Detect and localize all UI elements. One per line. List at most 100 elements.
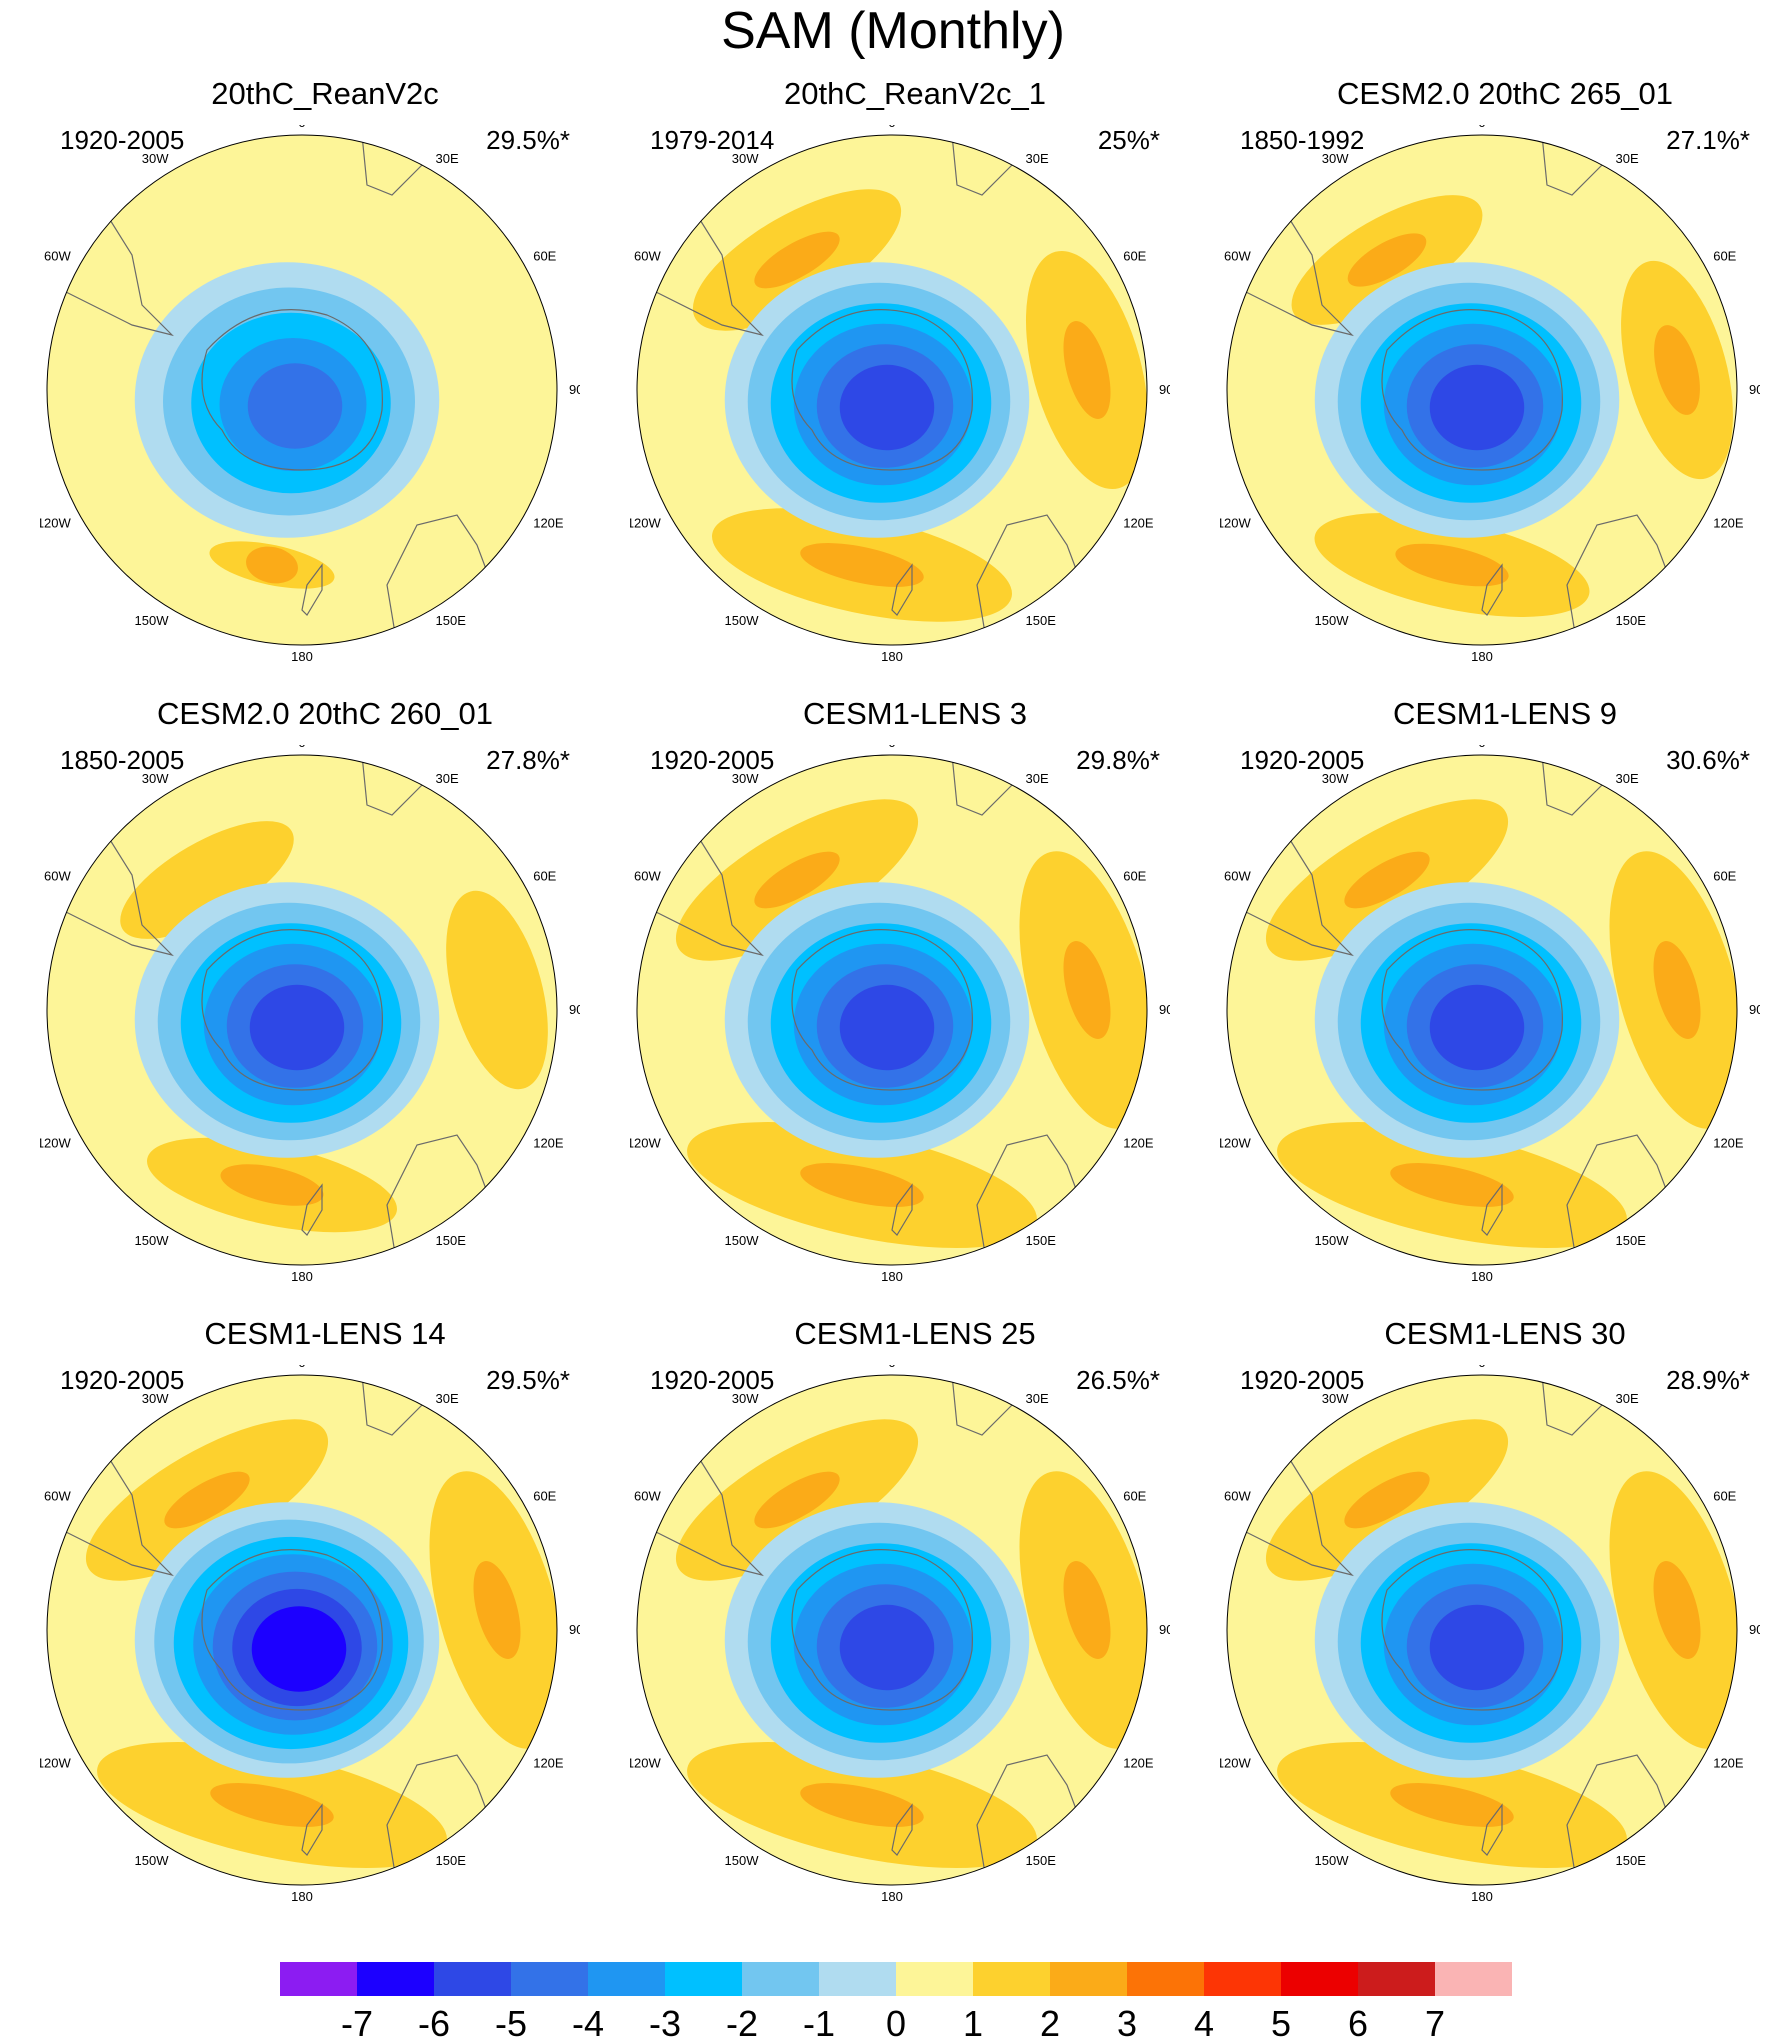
panel-title: CESM2.0 20thC 260_01 <box>156 696 494 731</box>
map-border <box>1226 1374 1738 1886</box>
polar-map: 030E60E90E120E150E180150W120W90W60W30W <box>1220 745 1760 1284</box>
longitude-label: 60E <box>533 1489 556 1504</box>
contour-positive-core <box>1390 1163 1514 1207</box>
antarctica-coastline <box>1381 929 1563 1091</box>
map-border <box>1226 134 1738 646</box>
longitude-label: 0 <box>298 125 305 130</box>
longitude-label: 60W <box>44 249 71 264</box>
contour-positive-core <box>1395 543 1509 587</box>
colorbar-tick-label: 0 <box>886 2003 906 2040</box>
longitude-label: 60E <box>1713 249 1736 264</box>
polar-map: 030E60E90E120E150E180150W120W90W60W30W <box>630 125 1170 664</box>
panel-period: 1920-2005 <box>1240 1365 1365 1395</box>
polar-map: 030E60E90E120E150E180150W120W90W60W30W <box>1220 1365 1760 1904</box>
colorbar-tick-label: -4 <box>572 2003 604 2040</box>
longitude-label: 30E <box>1616 771 1639 786</box>
polar-map: 030E60E90E120E150E180150W120W90W60W30W <box>40 745 580 1284</box>
longitude-label: 60E <box>533 869 556 884</box>
longitude-label: 0 <box>888 125 895 130</box>
panel-title: CESM1-LENS 3 <box>803 696 1027 731</box>
colorbar-swatch <box>511 1962 588 1996</box>
panel-variance: 26.5%* <box>1076 1365 1160 1395</box>
south-america-coastline <box>651 1454 764 1577</box>
longitude-label: 150E <box>1026 1233 1057 1248</box>
longitude-label: 30E <box>436 771 459 786</box>
longitude-label: 30W <box>142 151 169 166</box>
south-america-coastline <box>651 214 764 337</box>
panel-period: 1920-2005 <box>60 1365 185 1395</box>
longitude-label: 0 <box>888 745 895 750</box>
longitude-label: 90E <box>569 382 580 397</box>
colorbar-tick-label: 5 <box>1271 2003 1291 2040</box>
longitude-label: 120W <box>1220 1136 1251 1151</box>
longitude-label: 60W <box>44 1489 71 1504</box>
contour-negative-band <box>839 1604 935 1691</box>
longitude-label: 150W <box>135 613 170 628</box>
colorbar-tick-label: 1 <box>963 2003 983 2040</box>
longitude-label: 60E <box>1123 249 1146 264</box>
contour-negative-band <box>247 363 343 449</box>
polar-map: 030E60E90E120E150E180150W120W90W60W30W <box>40 1365 580 1904</box>
antarctica-coastline <box>791 929 973 1091</box>
longitude-label: 0 <box>298 1365 305 1370</box>
colorbar-tick-label: -5 <box>495 2003 527 2040</box>
map-border <box>46 754 558 1266</box>
antarctica-coastline <box>201 309 383 471</box>
colorbar-swatch <box>973 1962 1050 1996</box>
longitude-label: 180 <box>881 1269 903 1284</box>
antarctica-coastline <box>201 929 383 1091</box>
longitude-label: 90E <box>1159 1622 1170 1637</box>
colorbar-swatch <box>357 1962 434 1996</box>
colorbar-tick-label: 6 <box>1348 2003 1368 2040</box>
contour-positive-core <box>1344 851 1430 909</box>
longitude-label: 60W <box>44 869 71 884</box>
panel-period: 1920-2005 <box>1240 745 1365 775</box>
contour-positive-core <box>1347 233 1427 287</box>
colorbar-swatch <box>1127 1962 1204 1996</box>
longitude-label: 150E <box>436 1233 467 1248</box>
longitude-label: 30E <box>1026 1391 1049 1406</box>
figure-title: SAM (Monthly) <box>721 2 1065 60</box>
south-america-coastline <box>1241 214 1354 337</box>
longitude-label: 30E <box>1026 771 1049 786</box>
longitude-label: 0 <box>298 745 305 750</box>
longitude-label: 60E <box>1713 869 1736 884</box>
longitude-label: 60W <box>1224 249 1251 264</box>
contour-positive-core <box>220 1164 324 1206</box>
longitude-label: 90E <box>1749 382 1760 397</box>
colorbar-tick-label: 2 <box>1040 2003 1060 2040</box>
panel-title: CESM1-LENS 9 <box>1393 696 1617 731</box>
longitude-label: 120W <box>40 516 71 531</box>
longitude-label: 90E <box>569 1002 580 1017</box>
longitude-label: 180 <box>881 1889 903 1904</box>
longitude-label: 150E <box>1616 1853 1647 1868</box>
contour-positive-core <box>800 1783 924 1827</box>
colorbar-swatch <box>1281 1962 1358 1996</box>
contour-positive-core <box>800 543 924 587</box>
contour-positive-core <box>800 1163 924 1207</box>
colorbar-swatch <box>588 1962 665 1996</box>
longitude-label: 180 <box>291 1889 313 1904</box>
new-zealand-coastline <box>891 1183 913 1236</box>
longitude-label: 120W <box>1220 516 1251 531</box>
south-america-coastline <box>61 834 174 957</box>
polar-map: 030E60E90E120E150E180150W120W90W60W30W <box>40 125 580 664</box>
longitude-label: 120W <box>630 1756 661 1771</box>
longitude-label: 30W <box>732 771 759 786</box>
longitude-label: 60W <box>634 249 661 264</box>
contour-positive-core <box>754 231 840 289</box>
longitude-label: 60E <box>533 249 556 264</box>
map-panel: CESM1-LENS 9 0 30E 60E 90E 120E 150E 180 150W 120… <box>1220 695 1786 1295</box>
colorbar-swatch <box>1204 1962 1281 1996</box>
south-america-coastline <box>651 834 764 957</box>
panel-period: 1920-2005 <box>650 745 775 775</box>
longitude-label: 0 <box>1478 1365 1485 1370</box>
map-border <box>636 134 1148 646</box>
longitude-label: 120E <box>533 516 564 531</box>
longitude-label: 150W <box>1315 1233 1350 1248</box>
colorbar-tick-label: -2 <box>726 2003 758 2040</box>
longitude-label: 90E <box>1749 1002 1760 1017</box>
longitude-label: 120E <box>1713 516 1744 531</box>
contour-negative-band <box>839 984 935 1071</box>
colorbar-tick-label: 7 <box>1425 2003 1445 2040</box>
